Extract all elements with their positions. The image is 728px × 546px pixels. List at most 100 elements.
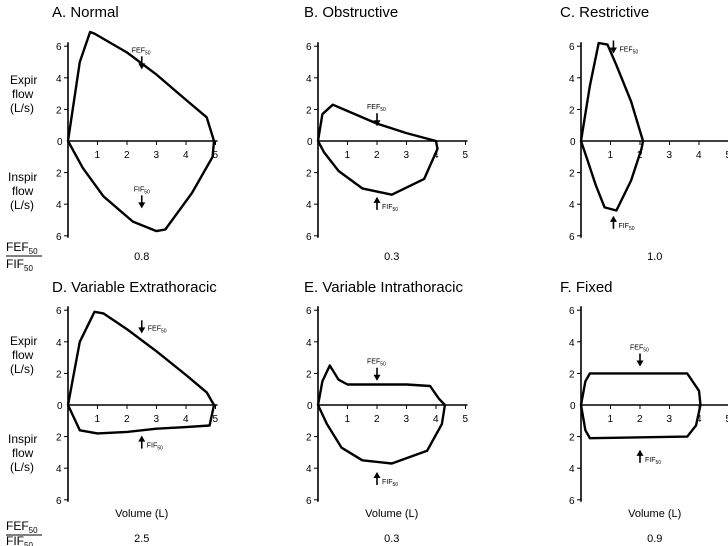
arrow-head [138, 435, 146, 442]
fif50-annotation: FIF50 [636, 449, 661, 466]
x-axis-label: Volume (L) [365, 508, 418, 520]
x-tick-label: 4 [183, 150, 189, 161]
annotation-label: FIF50 [382, 479, 398, 488]
y-tick-label: 0 [57, 401, 63, 412]
x-tick-label: 3 [154, 414, 160, 425]
arrow-head [609, 47, 617, 54]
y-tick-label: 4 [569, 464, 575, 475]
y-tick-label: 4 [306, 338, 312, 349]
y-tick-label: 2 [569, 169, 575, 180]
x-tick-label: 3 [667, 414, 673, 425]
ratio-label-row2: FEF50 FIF50 [6, 519, 42, 546]
x-tick-label: 2 [374, 150, 380, 161]
fif50-annotation: FIF50 [373, 196, 398, 213]
ratio-value: 0.3 [384, 533, 399, 545]
y-tick-label: 2 [306, 369, 312, 380]
fif50-annotation: FIF50 [609, 215, 635, 232]
ratio-value: 1.0 [647, 251, 662, 263]
ratio-value: 0.9 [647, 533, 662, 545]
x-tick-label: 4 [183, 414, 189, 425]
arrow-head [373, 374, 381, 381]
y-tick-label: 6 [56, 496, 62, 507]
arrow-head [609, 215, 617, 222]
chart-title: C. Restrictive [560, 4, 649, 21]
y-tick-label: 2 [569, 105, 575, 116]
arrow-head [373, 471, 381, 478]
x-tick-label: 1 [345, 414, 351, 425]
y-tick-label: 0 [307, 137, 313, 148]
x-tick-label: 1 [608, 150, 614, 161]
chart-title: F. Fixed [560, 279, 613, 296]
y-tick-label: 4 [306, 200, 312, 211]
annotation-label: FIF50 [147, 443, 163, 452]
x-tick-label: 3 [154, 150, 160, 161]
annotation-label: FIF50 [618, 223, 634, 232]
chart-panel-6: F. Fixed 0 2 2 4 4 6 6 1 2 3 4 5 FEF50 FIF50 0.9 Volume … [560, 279, 728, 545]
x-tick-label: 1 [345, 150, 351, 161]
inspir-label-line3: (L/s) [10, 198, 34, 212]
inspir-label-line3-row2: (L/s) [10, 460, 34, 474]
x-tick-label: 2 [374, 414, 380, 425]
x-tick-label: 1 [95, 150, 101, 161]
y-tick-label: 2 [56, 105, 62, 116]
svg-text:FEF50: FEF50 [6, 519, 38, 535]
y-tick-label: 2 [569, 433, 575, 444]
chart-panel-4: D. Variable Extrathoracic 0 2 2 4 4 6 6 1 2 3 4 5 FEF… [52, 279, 219, 545]
y-tick-label: 2 [306, 105, 312, 116]
x-tick-label: 2 [124, 414, 130, 425]
arrow-head [636, 360, 644, 367]
x-axis-label: Volume (L) [115, 508, 168, 520]
y-tick-label: 4 [306, 74, 312, 85]
y-tick-label: 4 [306, 464, 312, 475]
chart-title: A. Normal [52, 4, 119, 21]
y-tick-label: 2 [56, 433, 62, 444]
y-tick-label: 6 [56, 232, 62, 243]
y-tick-label: 4 [569, 74, 575, 85]
expir-label-line1-row2: Expir [10, 334, 37, 348]
x-tick-label: 5 [726, 150, 728, 161]
annotation-label: FIF50 [645, 457, 661, 466]
annotation-label: FEF50 [367, 359, 386, 368]
chart-panel-5: E. Variable Intrathoracic 0 2 2 4 4 6 6 1 2 3 4 5 FEF… [304, 279, 469, 545]
y-tick-label: 2 [306, 433, 312, 444]
annotation-label: FIF50 [382, 204, 398, 213]
x-tick-label: 4 [433, 150, 439, 161]
chart-title: E. Variable Intrathoracic [304, 279, 463, 296]
x-tick-label: 3 [404, 150, 410, 161]
fef50-annotation: FEF50 [367, 359, 386, 381]
y-tick-label: 6 [56, 42, 62, 53]
y-tick-label: 0 [570, 137, 576, 148]
y-tick-label: 6 [569, 496, 575, 507]
annotation-label: FIF50 [134, 186, 150, 195]
expir-label-line2-row2: flow [12, 348, 34, 362]
y-tick-label: 6 [306, 42, 312, 53]
annotation-label: FEF50 [148, 325, 167, 334]
inspir-label-line2-row2: flow [12, 446, 34, 460]
y-tick-label: 0 [570, 401, 576, 412]
fif50-annotation: FIF50 [373, 471, 398, 488]
x-tick-label: 5 [213, 414, 219, 425]
y-tick-label: 0 [307, 401, 313, 412]
x-tick-label: 4 [696, 150, 702, 161]
arrow-head [138, 327, 146, 334]
x-tick-label: 1 [95, 414, 101, 425]
annotation-label: FEF50 [630, 345, 649, 354]
arrow-head [138, 63, 146, 70]
y-tick-label: 6 [306, 496, 312, 507]
svg-text:FIF50: FIF50 [6, 534, 33, 546]
y-tick-label: 4 [56, 338, 62, 349]
fif50-annotation: FIF50 [134, 186, 150, 209]
y-tick-label: 2 [56, 169, 62, 180]
expir-label-line1: Expir [10, 73, 37, 87]
x-tick-label: 3 [667, 150, 673, 161]
flow-volume-loop [579, 41, 645, 212]
y-tick-label: 6 [306, 232, 312, 243]
expir-label-line3-row2: (L/s) [10, 362, 34, 376]
x-tick-label: 3 [404, 414, 410, 425]
chart-panel-3: C. Restrictive022446612345FEF50FIF501.0 [560, 4, 728, 263]
fef50-annotation: FEF50 [609, 40, 638, 56]
x-tick-label: 1 [608, 414, 614, 425]
y-tick-label: 6 [569, 306, 575, 317]
y-tick-label: 4 [56, 200, 62, 211]
chart-panel-2: B. Obstructive 0 2 2 4 4 6 6 1 2 3 4 5 FEF50 FIF50 0.3 [304, 4, 469, 263]
